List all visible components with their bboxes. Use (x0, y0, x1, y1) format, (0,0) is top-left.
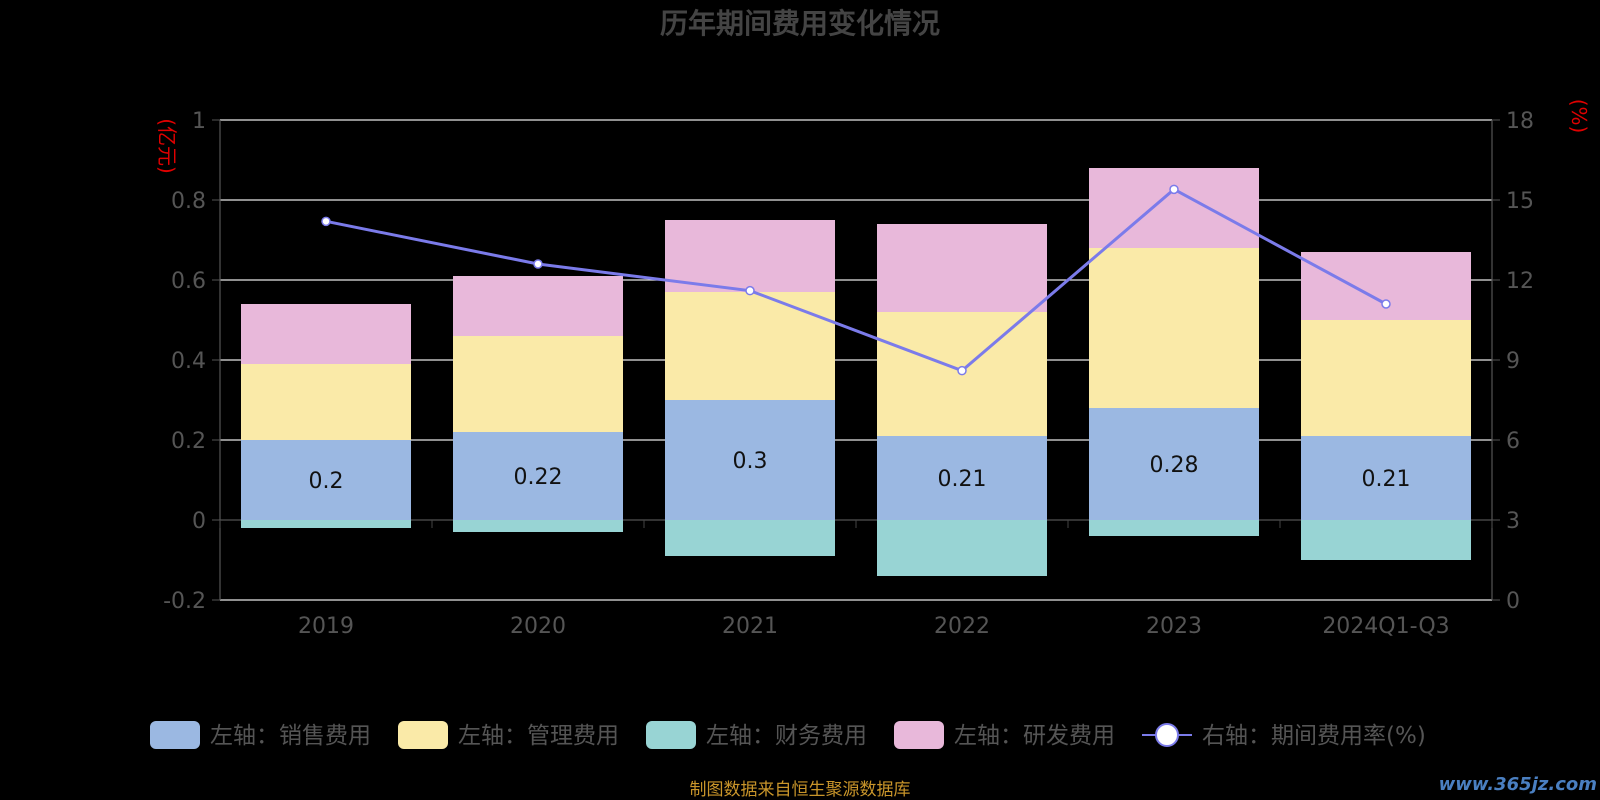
rate-point (321, 216, 331, 227)
bar (1301, 320, 1471, 436)
left-axis-unit: (亿元) (155, 118, 179, 174)
right-axis-unit: (%) (1567, 99, 1591, 134)
bar-labels: 0.2 0.22 0.3 0.21 0.28 0.21 (309, 449, 1411, 494)
left-tick-label: 0.4 (171, 349, 206, 374)
left-tick-label: 0.2 (171, 429, 206, 454)
bar (241, 364, 411, 440)
legend-item[interactable]: 左轴：管理费用 (398, 721, 619, 749)
right-tick-label: 9 (1506, 349, 1520, 374)
rate-line-path (325, 187, 1387, 373)
rate-point (745, 285, 755, 296)
bar (1089, 168, 1259, 248)
right-tick-label: 3 (1506, 509, 1520, 534)
legend-label: 右轴：期间费用率(%) (1202, 723, 1426, 749)
chart-title: 历年期间费用变化情况 (660, 7, 940, 40)
bar (1089, 408, 1259, 520)
x-axis-ticks: 2019 2020 2021 2022 2023 2024Q1-Q3 (298, 614, 1450, 639)
legend-swatch (150, 721, 200, 749)
right-tick-label: 0 (1506, 589, 1520, 614)
legend-swatch (398, 721, 448, 749)
bar (241, 440, 411, 520)
bar (665, 292, 835, 400)
bar (877, 224, 1047, 312)
source-note: 制图数据来自恒生聚源数据库 (690, 780, 911, 800)
bar (1301, 252, 1471, 320)
bar (453, 520, 623, 532)
legend-item[interactable]: 右轴：期间费用率(%) (1142, 723, 1426, 749)
axes (212, 119, 1500, 601)
bar (1089, 520, 1259, 536)
right-tick-label: 18 (1506, 109, 1534, 134)
legend-label: 左轴：财务费用 (706, 723, 867, 749)
legend-label: 左轴：销售费用 (210, 723, 371, 749)
bar (241, 304, 411, 364)
bar (1089, 248, 1259, 408)
bar (241, 520, 411, 528)
legend-item[interactable]: 左轴：销售费用 (150, 721, 371, 749)
x-tick-label: 2019 (298, 614, 354, 639)
x-tick-label: 2023 (1146, 614, 1202, 639)
rate-point (533, 259, 543, 269)
data-label: 0.28 (1150, 453, 1199, 478)
left-tick-label: 0.6 (171, 269, 206, 294)
right-tick-label: 15 (1506, 189, 1534, 214)
right-tick-label: 6 (1506, 429, 1520, 454)
x-tick-label: 2020 (510, 614, 566, 639)
legend-label: 左轴：管理费用 (458, 723, 619, 749)
left-tick-label: 0.8 (171, 189, 206, 214)
data-label: 0.21 (938, 467, 987, 492)
legend-label: 左轴：研发费用 (954, 723, 1115, 749)
legend-swatch (894, 721, 944, 749)
bar (665, 520, 835, 556)
data-label: 0.22 (514, 465, 563, 490)
x-tick-label: 2022 (934, 614, 990, 639)
legend-item[interactable]: 左轴：研发费用 (894, 721, 1115, 749)
bar (877, 520, 1047, 576)
left-axis-ticks: 1 0.8 0.6 0.4 0.2 0 -0.2 (163, 109, 206, 614)
bar (665, 400, 835, 520)
rate-point (1169, 184, 1179, 195)
left-tick-label: -0.2 (163, 589, 206, 614)
watermark: www.365jz.com (1439, 774, 1597, 795)
x-tick-label: 2021 (722, 614, 778, 639)
rate-line (321, 184, 1391, 376)
bar (665, 220, 835, 292)
bar (453, 336, 623, 432)
bar (453, 276, 623, 336)
right-axis-ticks: 18 15 12 9 6 3 0 (1506, 109, 1534, 614)
x-tick-label: 2024Q1-Q3 (1322, 614, 1449, 639)
data-label: 0.3 (733, 449, 768, 474)
legend-swatch (646, 721, 696, 749)
rate-point (1381, 299, 1391, 309)
left-tick-label: 0 (192, 509, 206, 534)
bars (241, 168, 1471, 576)
legend[interactable]: 左轴：销售费用 左轴：管理费用 左轴：财务费用 左轴：研发费用 右轴：期间费用率(%) (150, 721, 1426, 749)
rate-point (957, 365, 967, 376)
left-tick-label: 1 (192, 109, 206, 134)
legend-marker-swatch (1155, 723, 1179, 747)
bar (1301, 436, 1471, 520)
bar (1301, 520, 1471, 560)
right-tick-label: 12 (1506, 269, 1534, 294)
data-label: 0.21 (1362, 467, 1411, 492)
legend-item[interactable]: 左轴：财务费用 (646, 721, 867, 749)
bar (877, 436, 1047, 520)
data-label: 0.2 (309, 469, 344, 494)
bar (453, 432, 623, 520)
